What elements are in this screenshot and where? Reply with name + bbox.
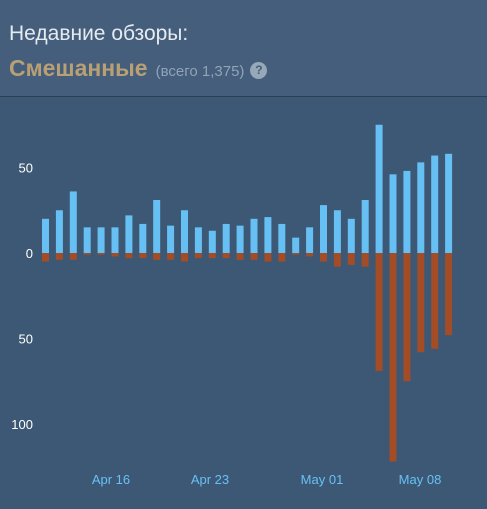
positive-bar[interactable] bbox=[306, 227, 314, 253]
positive-bar[interactable] bbox=[153, 199, 161, 253]
review-histogram: 50 0 50 100 Apr 16 Apr 23 May 01 May 08 bbox=[11, 124, 453, 487]
negative-bar[interactable] bbox=[250, 253, 258, 260]
positive-bar[interactable] bbox=[167, 225, 175, 253]
y-tick-label: 50 bbox=[19, 161, 33, 176]
negative-bar[interactable] bbox=[264, 253, 272, 262]
positive-bar[interactable] bbox=[445, 153, 453, 253]
positive-bar[interactable] bbox=[278, 223, 286, 253]
positive-bar[interactable] bbox=[111, 227, 119, 253]
positive-bar[interactable] bbox=[347, 218, 355, 253]
positive-bar[interactable] bbox=[431, 155, 439, 253]
positive-bar[interactable] bbox=[264, 217, 272, 253]
negative-bar[interactable] bbox=[333, 253, 341, 267]
question-mark-icon[interactable]: ? bbox=[250, 62, 268, 79]
negative-bar[interactable] bbox=[69, 253, 77, 260]
positive-bar[interactable] bbox=[361, 199, 369, 253]
positive-bar[interactable] bbox=[69, 191, 77, 253]
x-date-label: May 08 bbox=[399, 472, 442, 487]
negative-bar[interactable] bbox=[278, 253, 286, 262]
positive-bar[interactable] bbox=[181, 210, 188, 253]
negative-bar[interactable] bbox=[431, 253, 439, 349]
section-title: Недавние обзоры: bbox=[9, 22, 189, 45]
negative-bar[interactable] bbox=[361, 253, 369, 267]
positive-bar[interactable] bbox=[97, 227, 105, 253]
negative-bar[interactable] bbox=[306, 253, 314, 257]
positive-bar[interactable] bbox=[375, 124, 383, 253]
negative-bar[interactable] bbox=[375, 253, 383, 371]
x-date-label: May 01 bbox=[301, 472, 344, 487]
x-date-label: Apr 23 bbox=[191, 472, 229, 487]
positive-bar[interactable] bbox=[42, 218, 49, 253]
x-date-label: Apr 16 bbox=[92, 472, 130, 487]
negative-bar[interactable] bbox=[417, 253, 425, 353]
positive-bar[interactable] bbox=[55, 210, 63, 253]
positive-bar[interactable] bbox=[236, 225, 244, 253]
negative-bar[interactable] bbox=[153, 253, 161, 260]
review-summary: Смешанные (всего 1,375) ? bbox=[9, 55, 268, 82]
negative-bar[interactable] bbox=[445, 253, 453, 336]
positive-bar[interactable] bbox=[250, 218, 258, 253]
positive-bar[interactable] bbox=[222, 223, 230, 253]
negative-bar[interactable] bbox=[111, 253, 119, 257]
negative-bar[interactable] bbox=[97, 253, 105, 255]
negative-bar[interactable] bbox=[194, 253, 202, 259]
positive-bar[interactable] bbox=[389, 174, 397, 253]
y-tick-label: 50 bbox=[19, 332, 33, 347]
negative-bar[interactable] bbox=[139, 253, 147, 259]
negative-bar[interactable] bbox=[347, 253, 355, 265]
positive-bar[interactable] bbox=[139, 223, 147, 253]
positive-bar[interactable] bbox=[333, 210, 341, 253]
negative-bar[interactable] bbox=[389, 253, 397, 462]
negative-bar[interactable] bbox=[125, 253, 133, 259]
positive-bar[interactable] bbox=[83, 227, 91, 253]
negative-bar[interactable] bbox=[320, 253, 327, 262]
negative-bar[interactable] bbox=[292, 253, 300, 255]
negative-bar[interactable] bbox=[167, 253, 175, 260]
recent-reviews-header: Недавние обзоры: Смешанные (всего 1,375)… bbox=[0, 0, 487, 97]
y-tick-label: 0 bbox=[26, 246, 33, 261]
negative-bar[interactable] bbox=[236, 253, 244, 260]
positive-bar[interactable] bbox=[403, 170, 411, 253]
review-count: (всего 1,375) bbox=[155, 63, 245, 80]
positive-bar[interactable] bbox=[292, 237, 300, 253]
negative-bar[interactable] bbox=[83, 253, 91, 255]
positive-bar[interactable] bbox=[125, 215, 133, 253]
negative-bar[interactable] bbox=[222, 253, 230, 259]
positive-bar[interactable] bbox=[417, 162, 425, 253]
y-tick-label: 100 bbox=[11, 417, 33, 432]
negative-bar[interactable] bbox=[208, 253, 216, 259]
negative-bar[interactable] bbox=[42, 253, 49, 262]
negative-bar[interactable] bbox=[403, 253, 411, 382]
positive-bar[interactable] bbox=[208, 230, 216, 253]
positive-bar[interactable] bbox=[320, 205, 327, 253]
review-score-label[interactable]: Смешанные bbox=[9, 55, 148, 81]
negative-bar[interactable] bbox=[55, 253, 63, 260]
negative-bar[interactable] bbox=[181, 253, 188, 262]
positive-bar[interactable] bbox=[194, 227, 202, 253]
